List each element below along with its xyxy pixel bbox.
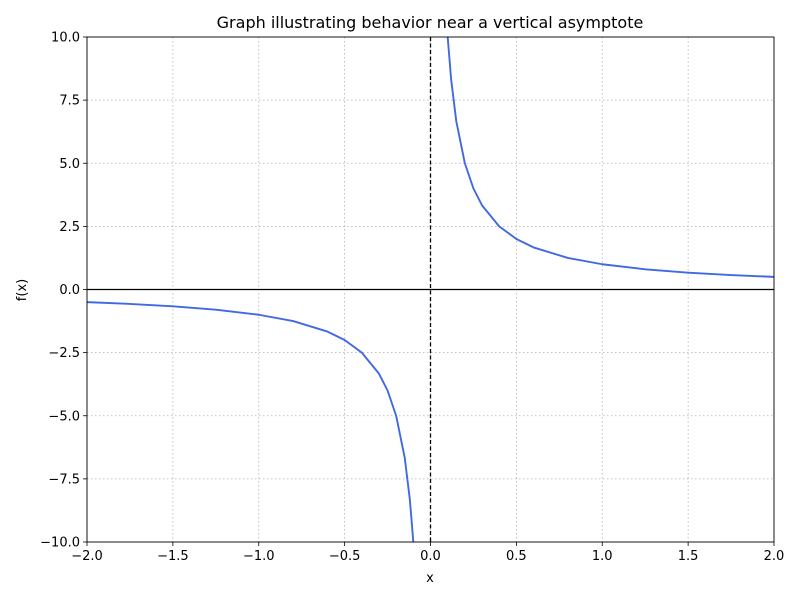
y-tick-label: −7.5 bbox=[48, 472, 80, 487]
curve-right-branch bbox=[446, 36, 775, 278]
x-tick-label: −0.5 bbox=[329, 549, 361, 564]
x-tick-label: 0.5 bbox=[506, 549, 527, 564]
y-tick-label: 10.0 bbox=[51, 31, 80, 46]
x-tick-label: −1.5 bbox=[157, 549, 189, 564]
x-tick-label: 1.0 bbox=[592, 549, 613, 564]
x-tick-label: −2.0 bbox=[71, 549, 103, 564]
curve-left-branch bbox=[86, 301, 415, 543]
reference-lines bbox=[87, 37, 774, 542]
curves bbox=[86, 36, 775, 543]
ticks: −2.0 −1.5 −1.0 −0.5 0.0 0.5 1.0 1.5 2.0 −10.0 −7.5… bbox=[40, 31, 784, 565]
x-tick-label: 0.0 bbox=[420, 549, 441, 564]
chart-title: Graph illustrating behavior near a verti… bbox=[217, 13, 644, 32]
y-tick-label: −2.5 bbox=[48, 346, 80, 361]
x-tick-label: 1.5 bbox=[678, 549, 699, 564]
y-axis-label: f(x) bbox=[15, 279, 30, 301]
y-tick-label: 5.0 bbox=[59, 157, 80, 172]
y-tick-label: 0.0 bbox=[59, 283, 80, 298]
x-tick-label: 2.0 bbox=[764, 549, 785, 564]
x-tick-label: −1.0 bbox=[243, 549, 275, 564]
y-tick-label: 2.5 bbox=[59, 220, 80, 235]
y-tick-label: 7.5 bbox=[59, 94, 80, 109]
x-axis-label: x bbox=[426, 571, 434, 586]
plot-frame bbox=[86, 36, 775, 543]
y-tick-label: −5.0 bbox=[48, 409, 80, 424]
y-tick-label: −10.0 bbox=[40, 536, 80, 551]
